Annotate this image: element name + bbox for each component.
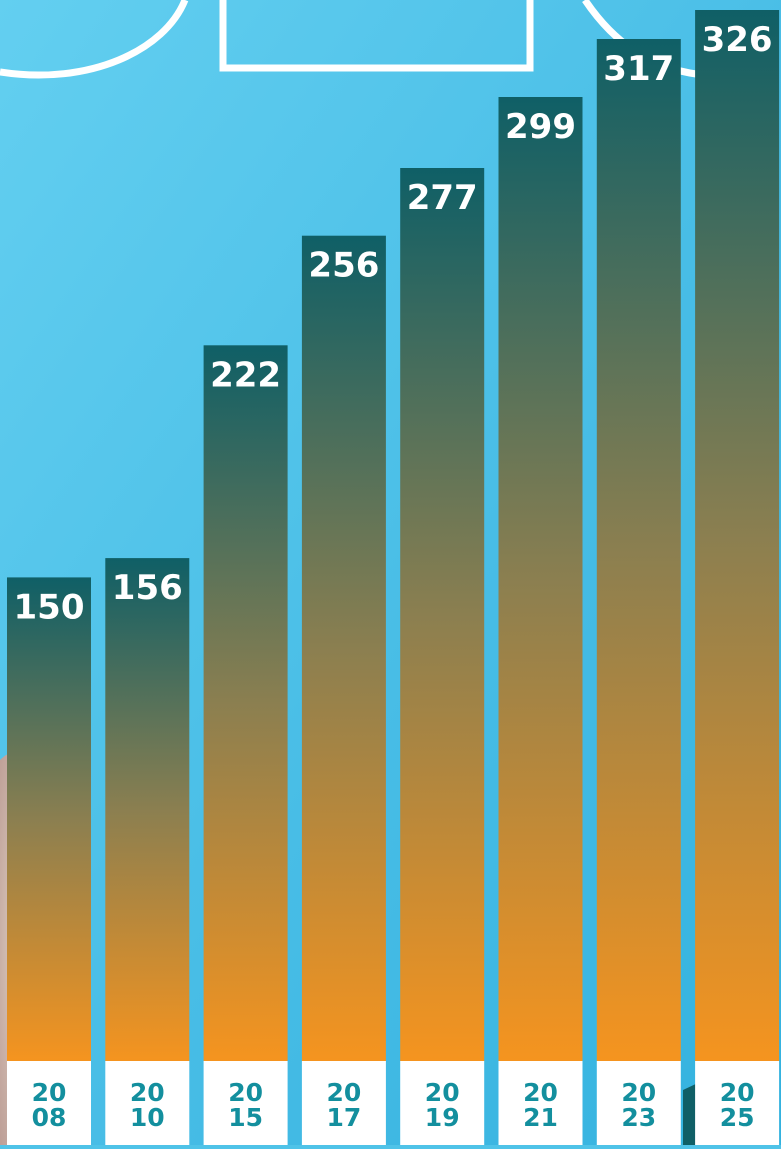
bar-2023 <box>596 39 681 1061</box>
bar-2025 <box>695 10 780 1061</box>
tick-label-background <box>400 1061 485 1145</box>
tick-label-background <box>498 1061 583 1145</box>
x-tick-label: 20 25 <box>720 1078 755 1132</box>
tick-label-background <box>695 1061 780 1145</box>
bar-value-label: 222 <box>210 355 281 395</box>
bar-value-label: 317 <box>603 49 674 89</box>
x-tick-label: 20 21 <box>523 1078 558 1132</box>
x-tick-label: 20 23 <box>621 1078 656 1132</box>
bar-2019 <box>400 168 485 1061</box>
bar-value-label: 156 <box>112 568 183 608</box>
bar-2010 <box>105 558 190 1061</box>
x-tick-label: 20 19 <box>425 1078 460 1132</box>
x-tick-label: 20 10 <box>130 1078 165 1132</box>
decorative-center-box <box>219 0 534 72</box>
bar-value-label: 277 <box>407 178 478 218</box>
tick-label-background <box>596 1061 681 1145</box>
bar-2015 <box>203 345 288 1061</box>
bar-value-label: 326 <box>702 20 773 60</box>
tick-label-background <box>301 1061 386 1145</box>
ticks-layer: 20 08 20 10 20 15 20 17 20 19 20 21 20 23 20 25 <box>7 1061 780 1145</box>
bar-2008 <box>7 577 91 1061</box>
x-tick-label: 20 17 <box>327 1078 362 1132</box>
bar-2017 <box>301 235 386 1061</box>
bar-value-label: 256 <box>308 246 379 286</box>
bar-value-label: 299 <box>505 107 576 147</box>
tick-label-background <box>105 1061 190 1145</box>
tick-label-background <box>7 1061 91 1145</box>
decorative-left-outline <box>0 0 189 79</box>
x-tick-label: 20 15 <box>228 1078 263 1132</box>
tick-label-background <box>203 1061 288 1145</box>
bar-value-label: 150 <box>14 587 85 627</box>
bars-layer: 150 156 222 256 277 299 317 326 <box>7 10 780 1061</box>
bar-2021 <box>498 97 583 1061</box>
x-tick-label: 20 08 <box>32 1078 67 1132</box>
